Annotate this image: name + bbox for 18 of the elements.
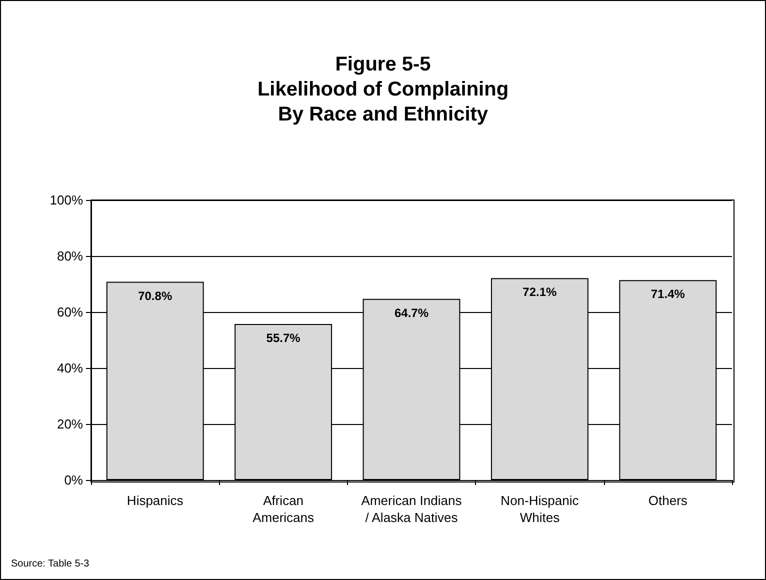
x-tick-label: Hispanics [126, 493, 184, 508]
x-tick-label: Others [648, 493, 688, 508]
y-tick-label: 60% [56, 304, 84, 320]
y-tick-label: 100% [50, 192, 84, 208]
y-tick-label: 20% [56, 416, 84, 432]
data-label: 64.7% [394, 306, 429, 320]
data-label: 70.8% [138, 288, 172, 303]
x-tick-label: American Indians / Alaska Natives [361, 493, 462, 525]
y-tick-label: 40% [56, 360, 84, 376]
chart-title: Figure 5-5 Likelihood of Complaining By Race and Ethnicity [257, 54, 509, 126]
y-tick-label: 0% [64, 472, 84, 488]
x-tick-label: Non-Hispanic Whites [500, 493, 580, 525]
data-label: 55.7% [266, 331, 301, 346]
data-label: 71.4% [650, 287, 686, 302]
data-label: 72.1% [522, 285, 558, 300]
y-tick-label: 80% [56, 248, 84, 264]
x-tick-label: African Americans [252, 493, 314, 525]
source-note: Source: Table 5-3 [11, 558, 90, 570]
